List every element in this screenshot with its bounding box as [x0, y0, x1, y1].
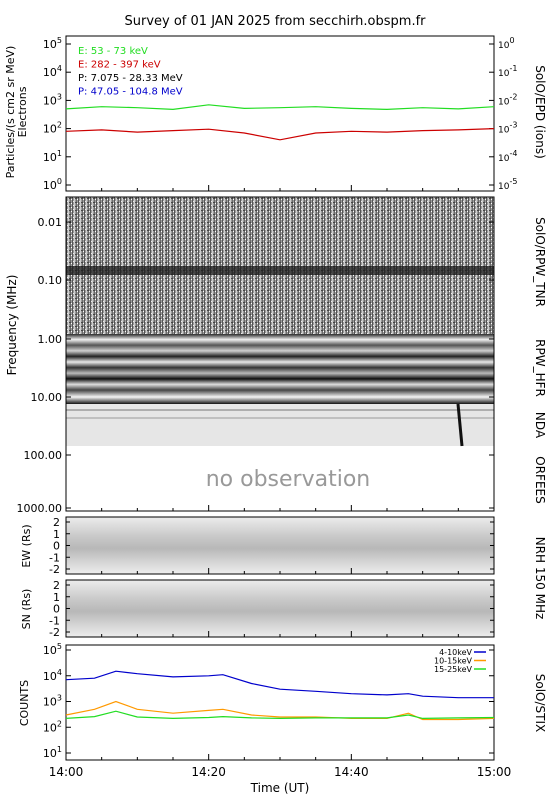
epd-ytick-labels-right: 10-5 10-4 10-3 10-2 10-1 100 [489, 36, 517, 192]
epd-legend-entry: E: 53 - 73 keV [78, 46, 148, 57]
ew-tick-label: 2 [53, 516, 60, 529]
sn-tick-label: 2 [53, 579, 60, 592]
time-tick-label: 14:00 [49, 765, 84, 779]
ew-tick-label: -2 [49, 563, 60, 576]
epd-legend: E: 53 - 73 keV E: 282 - 397 keV P: 7.075 -… [78, 46, 183, 98]
stix-tick-label: 101 [43, 745, 62, 760]
stix-series-line-0 [65, 670, 494, 699]
sn-tick-label: 0 [53, 603, 60, 616]
ew-tick-label: -1 [49, 551, 60, 564]
epd-ytick-label-right: 10-5 [498, 177, 517, 192]
nrh-right-label: NRH 150 MHz [533, 537, 547, 620]
tnr-label: SolO/RPW_TNR [533, 217, 547, 307]
time-tick-label: 15:00 [477, 765, 512, 779]
stix-tick-label: 102 [43, 719, 62, 734]
tnr-emission-band [66, 266, 494, 275]
nda-label: NDA [533, 412, 547, 439]
stix-tick-labels: 101 102 103 104 105 [43, 642, 494, 760]
epd-ytick-label-right: 10-2 [498, 92, 517, 107]
epd-legend-entry: E: 282 - 397 keV [78, 60, 161, 71]
epd-ytick-label-left: 104 [43, 64, 62, 79]
epd-ytick-label-right: 10-3 [498, 121, 517, 136]
orfees-label: ORFEES [533, 456, 547, 503]
stix-legend-entry: 10-15keV [434, 657, 473, 666]
epd-ytick-labels-left: 100 101 102 103 104 105 [43, 36, 71, 192]
frequency-ylabel: Frequency (MHz) [5, 275, 19, 376]
sn-tick-label: -2 [49, 626, 60, 639]
ew-tick-labels: 210-1-2 [49, 516, 494, 576]
time-axis-label: Time (UT) [250, 781, 310, 795]
hfr-label: RPW_HFR [533, 339, 547, 397]
sn-tick-labels: 210-1-2 [49, 579, 494, 639]
epd-ytick-label-right: 10-4 [498, 149, 517, 164]
stix-tick-label: 104 [43, 668, 62, 683]
epd-ytick-label-left: 103 [43, 92, 62, 107]
epd-ytick-label-right: 10-1 [498, 64, 517, 79]
stix-series-line-2 [65, 710, 495, 720]
stix-tick-label: 103 [43, 694, 62, 709]
stix-legend-entry: 15-25keV [434, 665, 473, 674]
ew-tick-label: 0 [53, 540, 60, 553]
sn-tick-label: -1 [49, 614, 60, 627]
stix-ylabel: COUNTS [18, 680, 31, 726]
time-tick-label: 14:20 [191, 765, 226, 779]
frequency-tick-label: 1.00 [38, 333, 63, 346]
sn-ylabel: SN (Rs) [20, 589, 33, 630]
time-tick-label: 14:40 [334, 765, 369, 779]
ew-tick-label: 1 [53, 528, 60, 541]
epd-series-lines [65, 104, 495, 141]
frequency-tick-labels: 0.01 0.10 1.00 10.00 100.00 1000.00 [17, 216, 494, 515]
stix-tick-label: 105 [43, 642, 62, 657]
epd-ytick-label-left: 101 [43, 149, 62, 164]
epd-right-label: SolO/EPD (ions) [533, 65, 547, 159]
epd-legend-entry: P: 7.075 - 28.33 MeV [78, 73, 183, 84]
spectrogram-panel: no observation 0.01 0.10 1.00 10.00 100.00 10… [5, 196, 547, 515]
epd-ytick-label-left: 100 [43, 177, 62, 192]
epd-legend-entry: P: 47.05 - 104.8 MeV [78, 87, 183, 98]
chart-title: Survey of 01 JAN 2025 from secchirh.obsp… [125, 14, 427, 29]
frequency-tick-label: 1000.00 [17, 502, 63, 515]
nda-spectrogram [66, 404, 494, 446]
no-observation-text: no observation [206, 467, 371, 492]
ew-ylabel: EW (Rs) [20, 524, 33, 567]
stix-series-lines [65, 670, 495, 721]
epd-ylabel-electrons: Electrons [16, 86, 29, 137]
frequency-tick-label: 0.10 [38, 274, 63, 287]
frequency-tick-label: 0.01 [38, 216, 63, 229]
epd-ylabel: Particles/(s cm2 sr MeV) [4, 46, 17, 179]
stix-legend-entry: 4-10keV [439, 648, 472, 657]
tnr-spectrogram [66, 197, 494, 334]
frequency-tick-label: 10.00 [31, 391, 63, 404]
frequency-tick-label: 100.00 [24, 449, 63, 462]
epd-ytick-label-right: 100 [498, 36, 515, 51]
epd-series-line-0 [65, 104, 495, 111]
stix-series-line-1 [65, 700, 495, 721]
stix-right-label: SolO/STIX [533, 674, 547, 733]
epd-ytick-label-left: 105 [43, 36, 62, 51]
hfr-spectrogram [66, 334, 494, 404]
epd-ytick-label-left: 102 [43, 121, 62, 136]
nrh-sn-panel: 210-1-2 SN (Rs) NRH 150 MHz [20, 537, 547, 639]
nrh-ew-panel: 210-1-2 EW (Rs) [20, 516, 495, 576]
time-tick-labels: 14:00 14:20 14:40 15:00 [49, 185, 512, 779]
epd-series-line-1 [65, 128, 495, 141]
sn-tick-label: 1 [53, 591, 60, 604]
